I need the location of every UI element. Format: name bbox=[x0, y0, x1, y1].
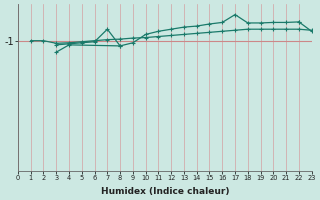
X-axis label: Humidex (Indice chaleur): Humidex (Indice chaleur) bbox=[100, 187, 229, 196]
